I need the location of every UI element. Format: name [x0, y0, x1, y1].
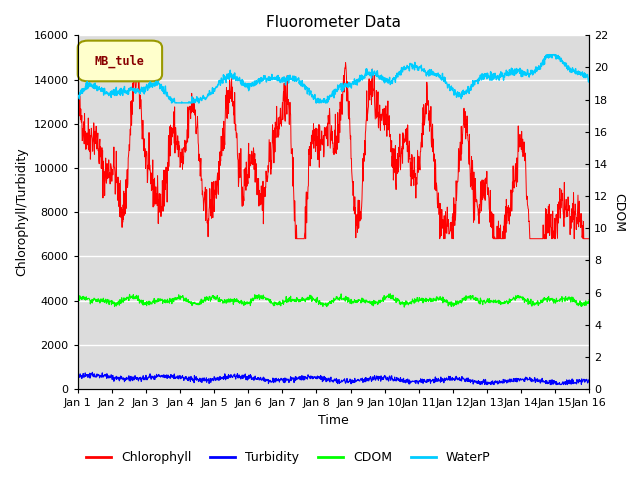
Y-axis label: Chlorophyll/Turbidity: Chlorophyll/Turbidity: [15, 148, 28, 276]
Y-axis label: CDOM: CDOM: [612, 192, 625, 232]
X-axis label: Time: Time: [318, 414, 349, 427]
Title: Fluorometer Data: Fluorometer Data: [266, 15, 401, 30]
Legend: Chlorophyll, Turbidity, CDOM, WaterP: Chlorophyll, Turbidity, CDOM, WaterP: [81, 446, 495, 469]
FancyBboxPatch shape: [77, 41, 162, 81]
Text: MB_tule: MB_tule: [95, 54, 145, 68]
